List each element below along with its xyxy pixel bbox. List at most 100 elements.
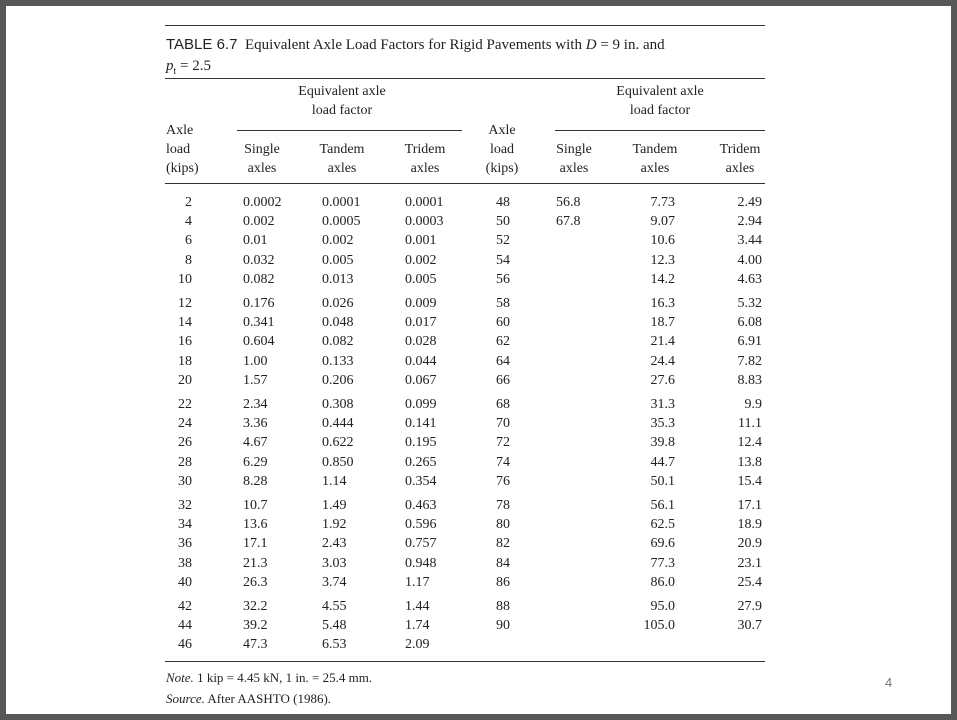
factor-cell: 0.026 bbox=[322, 296, 354, 311]
rule bbox=[165, 25, 765, 26]
factor-cell: 8.28 bbox=[243, 473, 268, 489]
factor-cell: 67.8 bbox=[556, 214, 581, 230]
factor-cell: 0.009 bbox=[405, 296, 437, 311]
factor-cell: 86.0 bbox=[650, 574, 676, 590]
factor-cell: 1.74 bbox=[405, 618, 430, 634]
axle-load-cell: 14 bbox=[178, 315, 192, 331]
axle-load-cell: 62 bbox=[496, 334, 510, 350]
factor-cell: 21.3 bbox=[243, 555, 268, 571]
axle-load-cell: 76 bbox=[496, 473, 510, 489]
axle-load-cell: 30 bbox=[178, 473, 192, 489]
title-text: = 9 in. and bbox=[596, 37, 665, 53]
axle-load-cell: 86 bbox=[496, 574, 510, 590]
factor-cell: 0.308 bbox=[322, 397, 354, 412]
factor-cell: 0.341 bbox=[243, 315, 275, 331]
axle-load-cell: 52 bbox=[496, 233, 510, 249]
axle-load-cell: 66 bbox=[496, 372, 510, 388]
factor-cell: 4.67 bbox=[243, 435, 268, 451]
factor-cell: 0.622 bbox=[322, 435, 354, 451]
axle-load-cell: 28 bbox=[178, 454, 192, 470]
axle-load-cell: 68 bbox=[496, 397, 510, 412]
axle-load-cell: 4 bbox=[185, 214, 192, 230]
factor-cell: 0.001 bbox=[405, 233, 437, 249]
factor-cell: 0.067 bbox=[405, 372, 437, 388]
factor-cell: 105.0 bbox=[643, 618, 676, 634]
factor-cell: 2.94 bbox=[737, 214, 763, 230]
factor-cell: 0.044 bbox=[405, 353, 437, 369]
axle-load-cell: 58 bbox=[496, 296, 510, 311]
factor-cell: 77.3 bbox=[650, 555, 676, 571]
column-header: Axle bbox=[488, 123, 516, 138]
factor-cell: 35.3 bbox=[650, 416, 676, 432]
factor-cell: 13.8 bbox=[737, 454, 763, 470]
column-header: Tandem bbox=[632, 142, 678, 157]
axle-load-cell: 80 bbox=[496, 517, 510, 533]
factor-cell: 2.09 bbox=[405, 637, 430, 653]
factor-cell: 69.6 bbox=[650, 536, 676, 552]
factor-cell: 10.7 bbox=[243, 498, 268, 513]
factor-cell: 0.01 bbox=[243, 233, 268, 249]
axle-load-cell: 32 bbox=[178, 498, 192, 513]
factor-cell: 0.002 bbox=[322, 233, 354, 249]
axle-load-cell: 40 bbox=[178, 574, 192, 590]
factor-cell: 0.005 bbox=[322, 252, 354, 268]
column-header: axles bbox=[327, 161, 357, 176]
axle-load-cell: 20 bbox=[178, 372, 192, 388]
factor-cell: 0.099 bbox=[405, 397, 437, 412]
factor-cell: 17.1 bbox=[737, 498, 763, 513]
factor-cell: 62.5 bbox=[650, 517, 676, 533]
factor-cell: 0.133 bbox=[322, 353, 354, 369]
axle-load-cell: 64 bbox=[496, 353, 510, 369]
factor-cell: 15.4 bbox=[737, 473, 763, 489]
factor-cell: 0.604 bbox=[243, 334, 275, 350]
factor-cell: 9.07 bbox=[650, 214, 676, 230]
factor-cell: 18.9 bbox=[737, 517, 763, 533]
axle-load-cell: 74 bbox=[496, 454, 510, 470]
factor-cell: 10.6 bbox=[650, 233, 676, 249]
factor-cell: 0.0001 bbox=[405, 195, 444, 210]
title-text: = 2.5 bbox=[176, 58, 211, 74]
factor-cell: 17.1 bbox=[243, 536, 268, 552]
table-title: TABLE 6.7 Equivalent Axle Load Factors f… bbox=[166, 36, 665, 54]
column-header: (kips) bbox=[485, 161, 519, 176]
rule bbox=[165, 183, 765, 184]
axle-load-cell: 16 bbox=[178, 334, 192, 350]
rule bbox=[555, 130, 765, 131]
factor-cell: 6.91 bbox=[737, 334, 763, 350]
column-header: (kips) bbox=[166, 161, 199, 176]
factor-cell: 0.017 bbox=[405, 315, 437, 331]
column-header: axles bbox=[640, 161, 670, 176]
factor-cell: 0.028 bbox=[405, 334, 437, 350]
axle-load-cell: 44 bbox=[178, 618, 192, 634]
factor-cell: 0.0005 bbox=[322, 214, 361, 230]
column-header: axles bbox=[247, 161, 277, 176]
factor-cell: 1.92 bbox=[322, 517, 347, 533]
factor-cell: 2.34 bbox=[243, 397, 268, 412]
factor-cell: 39.2 bbox=[243, 618, 268, 634]
axle-load-cell: 18 bbox=[178, 353, 192, 369]
factor-cell: 0.463 bbox=[405, 498, 437, 513]
axle-load-cell: 6 bbox=[185, 233, 192, 249]
note-label: Note. bbox=[166, 670, 194, 685]
factor-cell: 6.08 bbox=[737, 315, 763, 331]
factor-cell: 3.03 bbox=[322, 555, 347, 571]
factor-cell: 56.1 bbox=[650, 498, 676, 513]
factor-cell: 3.44 bbox=[737, 233, 763, 249]
axle-load-cell: 26 bbox=[178, 435, 192, 451]
axle-load-cell: 60 bbox=[496, 315, 510, 331]
factor-cell: 2.43 bbox=[322, 536, 347, 552]
factor-cell: 0.141 bbox=[405, 416, 437, 432]
factor-cell: 0.082 bbox=[322, 334, 354, 350]
factor-cell: 32.2 bbox=[243, 599, 268, 614]
factor-cell: 7.73 bbox=[650, 195, 676, 210]
factor-cell: 1.00 bbox=[243, 353, 268, 369]
factor-cell: 0.354 bbox=[405, 473, 437, 489]
note-text: 1 kip = 4.45 kN, 1 in. = 25.4 mm. bbox=[197, 670, 373, 685]
factor-cell: 11.1 bbox=[738, 416, 762, 432]
factor-cell: 95.0 bbox=[650, 599, 676, 614]
axle-load-cell: 54 bbox=[496, 252, 510, 268]
axle-load-cell: 34 bbox=[178, 517, 192, 533]
factor-cell: 0.850 bbox=[322, 454, 354, 470]
table-title: pt = 2.5 bbox=[166, 57, 211, 81]
axle-load-cell: 88 bbox=[496, 599, 510, 614]
